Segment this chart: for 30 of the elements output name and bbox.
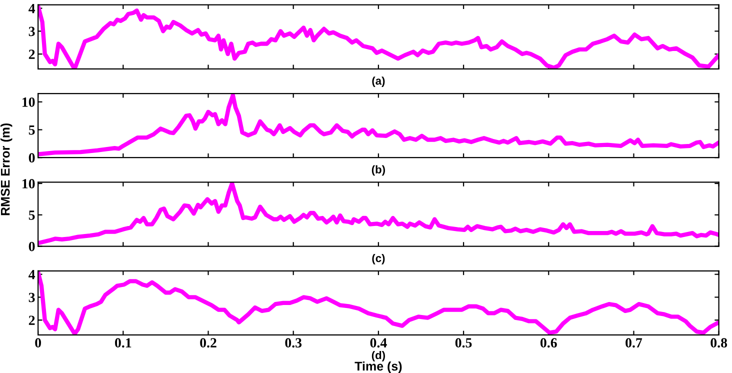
x-tick-label: 0.3	[285, 338, 302, 348]
y-tick-label: 3	[28, 292, 35, 302]
text: (c)	[372, 254, 385, 264]
x-tick-label: 0.2	[200, 338, 216, 348]
line-series	[38, 270, 719, 335]
x-tick-label: 0.7	[626, 338, 642, 348]
y-axis-title: RMSE Error (m)	[0, 123, 12, 216]
line-series	[38, 4, 719, 69]
y-tick-label: 2	[28, 316, 35, 325]
line-series	[38, 94, 719, 156]
y-tick-label: 5	[28, 125, 35, 135]
x-tick-label: 0.4	[370, 338, 387, 348]
y-tick-label: 10	[22, 179, 35, 188]
x-tick-label: 0.6	[540, 338, 557, 348]
x-tick-label: 0.1	[115, 338, 132, 348]
x-tick-label: 0.8	[710, 338, 728, 348]
y-tick-label: 4	[28, 4, 36, 14]
text: (a)	[372, 76, 385, 87]
line-series	[38, 182, 719, 246]
y-tick-label: 10	[22, 97, 35, 107]
y-tick-label: 5	[28, 210, 35, 220]
text: (d)	[372, 350, 385, 362]
y-tick-label: 3	[28, 26, 35, 36]
y-tick-label: 0	[28, 153, 35, 163]
text: (b)	[372, 165, 385, 176]
y-tick-label: 0	[28, 242, 35, 252]
x-tick-label: 0.5	[455, 338, 472, 348]
y-tick-label: 2	[28, 50, 35, 59]
y-tick-label: 4	[28, 270, 36, 280]
x-axis-title: Time (s)	[354, 361, 402, 373]
